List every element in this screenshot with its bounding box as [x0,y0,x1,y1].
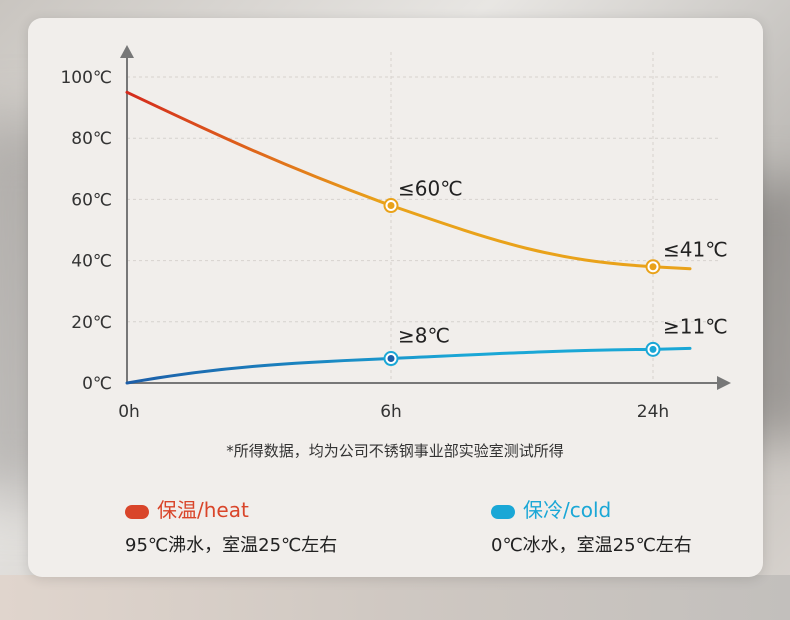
data-point [649,263,657,271]
legend-cold-swatch [491,504,515,519]
y-tick-label: 60℃ [71,190,112,210]
y-tick-label: 80℃ [71,129,112,149]
cold-series-line [125,346,692,385]
data-point [387,202,395,210]
data-label: ≥8℃ [398,324,450,348]
y-axis-arrow [120,45,134,58]
y-tick-label: 20℃ [71,313,112,333]
y-tick-label: 100℃ [60,68,112,88]
legend-cold-condition: 0℃冰水，室温25℃左右 [491,535,692,556]
tick-labels: 100℃ 80℃ 60℃ 40℃ 20℃ 0℃ 0h 6h 24h [60,68,669,422]
axes [120,45,731,390]
y-tick-label: 0℃ [82,374,112,394]
background-bottom [0,575,790,620]
legend-cold-label: 保冷/cold [523,498,612,522]
data-point [649,345,657,353]
y-tick-label: 40℃ [71,252,112,272]
data-label: ≤41℃ [663,238,728,262]
x-tick-label: 24h [637,402,669,422]
data-label: ≤60℃ [398,177,463,201]
legend-heat-label: 保温/heat [157,498,249,522]
legend-cold: 保冷/cold [491,494,611,523]
chart-card [28,18,763,577]
data-point [387,355,395,363]
x-axis-arrow [717,376,731,390]
x-tick-label: 6h [380,402,402,422]
data-label: ≥11℃ [663,314,728,338]
x-tick-label: 0h [118,402,140,422]
legend-heat: 保温/heat [125,494,249,523]
footnote: *所得数据，均为公司不锈钢事业部实验室测试所得 [226,442,564,460]
data-points: ≤60℃ ≤41℃ ≥8℃ ≥11℃ [383,177,728,367]
legend-heat-swatch [125,504,149,519]
legend-heat-condition: 95℃沸水，室温25℃左右 [125,535,338,556]
